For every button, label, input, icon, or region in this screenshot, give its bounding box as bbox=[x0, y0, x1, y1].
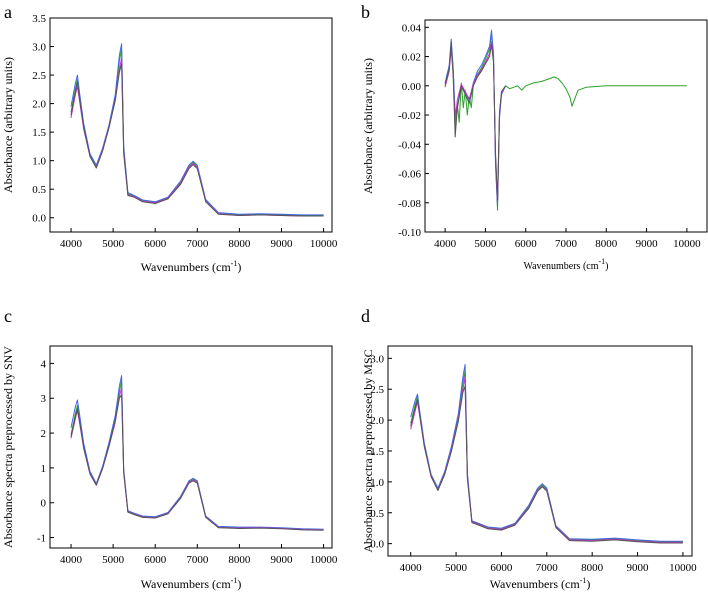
series-line-spectrum-4 bbox=[444, 41, 507, 201]
y-tick-label: 2.0 bbox=[32, 99, 46, 111]
y-tick-label: 3.0 bbox=[32, 42, 46, 54]
y-tick-label: 0.0 bbox=[32, 213, 46, 225]
y-tick-label: 1.0 bbox=[370, 477, 384, 489]
series-line-spectrum-1 bbox=[70, 380, 324, 530]
x-tick-label: 4000 bbox=[60, 238, 83, 250]
series-line-spectrum-2 bbox=[70, 43, 324, 216]
x-tick-label: 6000 bbox=[515, 238, 538, 250]
panel-a: a 4000 5000 6000 7000 8000 9000 10000 0.0 0.5 1.0 1… bbox=[1, 2, 338, 274]
y-tick-label: 2.5 bbox=[370, 384, 384, 396]
x-axis-label: Wavenumbers (cm-1) bbox=[141, 259, 242, 274]
panel-d: d 4000 5000 6000 7000 8000 9000 10000 0.0 0.5 1.0 1… bbox=[361, 306, 697, 591]
x-axis-label: Wavenumbers (cm-1) bbox=[523, 257, 608, 272]
plot-frame bbox=[424, 19, 708, 233]
y-tick-label: -0.04 bbox=[398, 139, 421, 151]
plot-frame bbox=[387, 345, 693, 557]
x-tick-label: 5000 bbox=[474, 238, 497, 250]
y-tick-label: 3.0 bbox=[370, 353, 384, 365]
panel-b: b 4000 5000 6000 7000 8000 9000 10000 -0.10 -0.08… bbox=[361, 2, 708, 272]
series-line-spectrum-2 bbox=[70, 375, 324, 530]
x-tick-label: 5000 bbox=[102, 554, 125, 566]
x-tick-label: 4000 bbox=[400, 562, 423, 574]
x-tick-label: 9000 bbox=[270, 554, 293, 566]
y-tick-label: -0.08 bbox=[398, 198, 421, 210]
x-tick-label: 7000 bbox=[536, 562, 559, 574]
y-axis-label: Absorbance spectra preprocessed by SNV bbox=[1, 346, 15, 548]
y-tick-label: -1 bbox=[37, 533, 46, 545]
y-tick-label: 1.5 bbox=[370, 446, 384, 458]
series-line-spectrum-4 bbox=[70, 63, 324, 217]
y-axis-label: Absorbance (arbitrary units) bbox=[1, 57, 15, 193]
x-tick-label: 9000 bbox=[636, 238, 659, 250]
series-line-spectrum-3 bbox=[410, 376, 683, 543]
y-tick-label: 0.0 bbox=[370, 539, 384, 551]
x-axis-label: Wavenumbers (cm-1) bbox=[141, 576, 242, 591]
x-tick-label: 8000 bbox=[228, 554, 251, 566]
x-tick-label: 4000 bbox=[434, 238, 457, 250]
x-tick-label: 9000 bbox=[627, 562, 650, 574]
y-tick-label: 1.0 bbox=[32, 156, 46, 168]
x-tick-label: 8000 bbox=[595, 238, 618, 250]
y-axis-label: Absorbance (arbitrary units) bbox=[361, 58, 375, 194]
y-tick-label: 0.04 bbox=[402, 22, 422, 34]
x-tick-label: 8000 bbox=[581, 562, 604, 574]
y-tick-label: 0.5 bbox=[370, 508, 384, 520]
y-tick-label: 1 bbox=[41, 463, 47, 475]
x-tick-label: 6000 bbox=[144, 238, 167, 250]
series-line-spectrum-4 bbox=[410, 385, 683, 544]
x-tick-label: 6000 bbox=[490, 562, 513, 574]
x-tick-label: 4000 bbox=[60, 554, 83, 566]
y-tick-label: 1.5 bbox=[32, 127, 46, 139]
x-tick-label: 7000 bbox=[186, 554, 209, 566]
x-tick-label: 10000 bbox=[673, 238, 701, 250]
y-tick-label: -0.10 bbox=[398, 227, 421, 239]
x-tick-label: 6000 bbox=[144, 554, 167, 566]
series-line-spectrum-2 bbox=[410, 364, 683, 542]
y-tick-label: 0.00 bbox=[402, 81, 422, 93]
y-tick-label: -0.06 bbox=[398, 169, 421, 181]
x-tick-label: 5000 bbox=[102, 238, 125, 250]
y-tick-label: 0.02 bbox=[402, 52, 421, 64]
y-tick-label: 3.5 bbox=[32, 13, 46, 25]
plot-frame bbox=[49, 17, 333, 233]
panel-c: c 4000 5000 6000 7000 8000 9000 10000 -1 0 1 2 3 4 Wav… bbox=[1, 306, 338, 591]
panel-letter: a bbox=[4, 2, 12, 22]
series-line-spectrum-1 bbox=[410, 370, 683, 543]
plot-frame bbox=[49, 345, 333, 549]
x-tick-label: 10000 bbox=[310, 238, 338, 250]
y-tick-label: -0.02 bbox=[398, 110, 421, 122]
x-tick-label: 10000 bbox=[669, 562, 697, 574]
y-tick-label: 3 bbox=[41, 393, 47, 405]
series-line-spectrum-4 bbox=[70, 394, 324, 531]
x-axis-label: Wavenumbers (cm-1) bbox=[490, 576, 591, 591]
y-tick-label: 0.5 bbox=[32, 184, 46, 196]
x-tick-label: 10000 bbox=[310, 554, 338, 566]
panel-letter: d bbox=[361, 306, 370, 326]
x-tick-label: 7000 bbox=[186, 238, 209, 250]
series-line-spectrum-1 bbox=[70, 48, 324, 216]
y-tick-label: 0 bbox=[41, 498, 47, 510]
y-tick-label: 2.0 bbox=[370, 415, 384, 427]
x-tick-label: 5000 bbox=[445, 562, 468, 574]
series-line-spectrum-3 bbox=[70, 387, 324, 531]
panel-letter: c bbox=[4, 306, 12, 326]
y-axis-label: Absorbance spectra preprocessed by MSC bbox=[361, 349, 375, 552]
x-tick-label: 9000 bbox=[270, 238, 293, 250]
series-line-spectrum-3 bbox=[70, 57, 324, 217]
y-tick-label: 2 bbox=[41, 428, 47, 440]
x-tick-label: 7000 bbox=[555, 238, 578, 250]
panel-letter: b bbox=[361, 2, 370, 22]
series-line-spectrum-1 bbox=[444, 34, 687, 211]
y-tick-label: 4 bbox=[41, 358, 47, 370]
x-tick-label: 8000 bbox=[228, 238, 251, 250]
y-tick-label: 2.5 bbox=[32, 70, 46, 82]
